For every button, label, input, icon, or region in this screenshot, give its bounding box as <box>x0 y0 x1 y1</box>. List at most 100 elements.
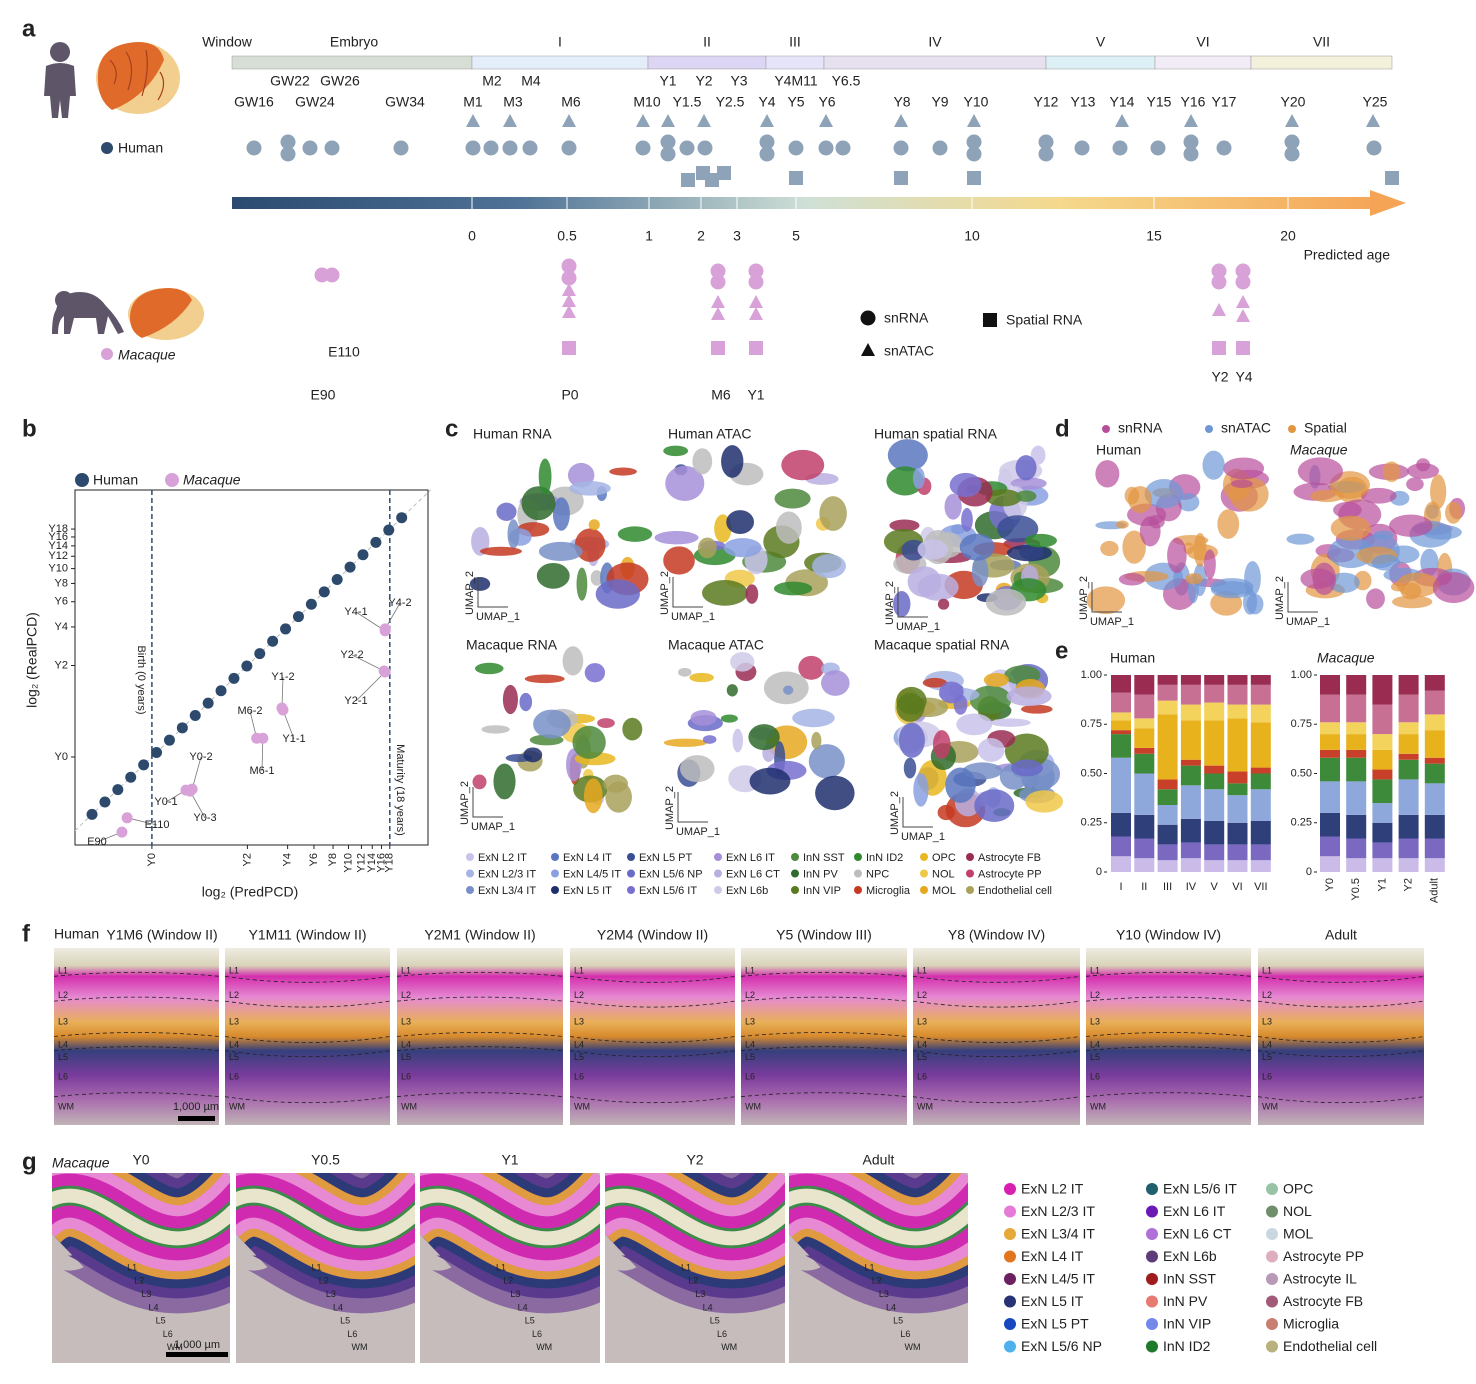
legend-swatch <box>1266 1228 1278 1240</box>
bar-segment <box>1204 844 1225 861</box>
snatac-marker <box>1236 309 1250 322</box>
bar-segment <box>1204 675 1225 685</box>
layer-boundary <box>912 1036 1081 1043</box>
umap-cluster <box>1115 520 1129 529</box>
bar-segment <box>1134 858 1155 872</box>
human-point <box>396 512 408 524</box>
umap-cluster <box>1193 532 1207 567</box>
umap-cluster <box>507 519 520 549</box>
x-tick-label: Y10 <box>342 853 354 873</box>
sample-label: GW16 <box>234 94 274 110</box>
layer-label: L5 <box>156 1316 166 1326</box>
layer-label: L5 <box>745 1052 755 1062</box>
umap-cluster <box>721 445 744 478</box>
age-axis <box>232 197 1382 209</box>
legend-label: snATAC <box>884 343 934 359</box>
umap-cluster <box>576 567 588 601</box>
label-leader <box>191 756 202 790</box>
legend-label: InN ID2 <box>866 852 903 864</box>
legend-swatch <box>1004 1205 1016 1218</box>
window-label: III <box>789 34 801 50</box>
layer-boundary <box>396 996 564 1002</box>
section-title: Y2M4 (Window II) <box>597 927 708 943</box>
umap-cluster <box>912 467 925 489</box>
snatac-marker <box>562 305 576 318</box>
bar-segment <box>1424 763 1445 784</box>
layer-label: L4 <box>703 1302 713 1312</box>
umap-cluster <box>989 718 1031 727</box>
scale-bar <box>178 1116 215 1121</box>
sample-label: Y6 <box>818 94 835 110</box>
bar-segment <box>1111 757 1131 813</box>
bar-segment <box>1424 690 1445 715</box>
bar-segment <box>1157 860 1178 872</box>
legend-swatch <box>1266 1183 1278 1195</box>
legend-label: NOL <box>932 868 955 880</box>
layer-label: L4 <box>229 1040 239 1050</box>
legend-label: snATAC <box>1221 420 1271 436</box>
umap-cluster <box>819 496 847 531</box>
legend-label: ExN L5/6 IT <box>1163 1181 1237 1197</box>
snrna-marker <box>483 140 499 156</box>
bar-segment <box>1398 814 1419 839</box>
layer-label: L4 <box>333 1302 343 1312</box>
bar-segment <box>1346 781 1367 815</box>
legend-label: snRNA <box>1118 420 1163 436</box>
bar-segment <box>1111 812 1131 837</box>
layer-label: L5 <box>710 1316 720 1326</box>
umap-cluster <box>588 519 600 531</box>
bar-segment <box>1320 722 1340 735</box>
macaque-point <box>251 732 263 744</box>
snrna-marker <box>697 140 713 156</box>
snatac-marker <box>967 114 981 127</box>
layer-label: L1 <box>574 965 584 975</box>
bar-segment <box>1398 675 1419 695</box>
layer-label: L2 <box>58 990 68 1000</box>
layer-label: L5 <box>917 1052 927 1062</box>
sample-label: Y25 <box>1363 94 1388 110</box>
legend-label: Microglia <box>866 885 911 897</box>
bar-segment <box>1204 720 1225 766</box>
bar-segment <box>1227 704 1248 719</box>
umap-y-label: UMAP_2 <box>1078 576 1090 620</box>
y-tick-label: Y8 <box>55 577 68 589</box>
snrna-marker <box>561 140 577 156</box>
x-tick-label: Y0 <box>146 853 158 866</box>
bar-segment <box>1227 822 1248 845</box>
sample-label: Y3 <box>730 73 747 89</box>
legend-swatch <box>920 853 928 861</box>
snatac-marker <box>1184 114 1198 127</box>
age-tick-label: 0 <box>468 228 476 244</box>
umap-cluster <box>701 580 748 606</box>
snrna-marker <box>788 140 804 156</box>
bar-segment <box>1134 728 1155 748</box>
bar-segment <box>1180 765 1201 786</box>
layer-label: L2 <box>574 990 584 1000</box>
umap-cluster <box>1144 479 1184 509</box>
legend-swatch <box>1146 1340 1158 1353</box>
legend-label: ExN L5 PT <box>1021 1316 1089 1332</box>
umap-y-label: UMAP_2 <box>889 791 901 835</box>
bar-segment <box>1250 675 1271 685</box>
umap-cluster <box>1148 514 1165 529</box>
bar-segment <box>1250 767 1271 774</box>
x-tick-label: Y2 <box>1403 878 1415 891</box>
x-tick-label: Y18 <box>384 853 396 873</box>
legend-marker <box>860 310 876 326</box>
sample-label: Y20 <box>1281 94 1306 110</box>
sample-label: Y8 <box>893 94 910 110</box>
bar-segment <box>1157 675 1178 685</box>
snrna-marker <box>835 140 851 156</box>
umap-title: Macaque spatial RNA <box>874 637 1010 653</box>
snatac-marker <box>760 114 774 127</box>
sample-label: GW34 <box>385 94 425 110</box>
bar-segment <box>1372 842 1393 859</box>
layer-label: L3 <box>401 1017 411 1027</box>
legend-label: ExN L4 IT <box>563 852 612 864</box>
tissue-section <box>1258 948 1424 1125</box>
bar-segment <box>1204 773 1225 790</box>
point-label: Y1-2 <box>271 671 294 683</box>
panel-label: e <box>1055 637 1068 664</box>
legend-swatch <box>551 853 559 861</box>
